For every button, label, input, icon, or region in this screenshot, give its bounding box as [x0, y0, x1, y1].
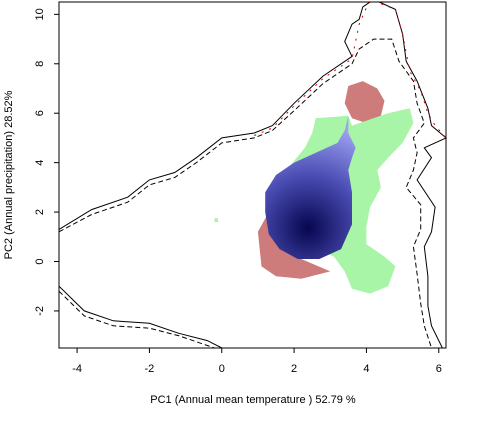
envelope-dashed-line-5: [59, 38, 432, 348]
y-tick-label: -2: [34, 306, 46, 316]
x-tick-label: 6: [436, 363, 442, 375]
y-tick-label: 2: [34, 209, 46, 215]
x-tick-label: -2: [145, 363, 155, 375]
y-axis-title: PC2 (Annual precipitation) 28.52%: [3, 90, 15, 259]
y-tick-label: 4: [34, 160, 46, 166]
x-tick-label: 0: [219, 363, 225, 375]
envelope-red-line-7: [254, 2, 446, 139]
y-tick-label: 8: [34, 61, 46, 67]
overlap-region-0: [265, 115, 356, 259]
overlap-layer: [265, 115, 356, 259]
x-tick-label: 2: [291, 363, 297, 375]
y-tick-label: 6: [34, 110, 46, 116]
x-tick-label: -4: [72, 363, 82, 375]
x-axis: -4 -2 0 2 4 6: [72, 348, 442, 375]
y-tick-label: 10: [34, 8, 46, 20]
range-a-region-0: [344, 81, 385, 124]
envelope-solid-line-3: [59, 2, 446, 348]
y-axis: -2 0 2 4 6 8 10: [34, 8, 59, 316]
plot-frame: [58, 1, 447, 349]
envelope-solid-line-4: [59, 285, 223, 348]
x-axis-title: PC1 (Annual mean temperature ) 52.79 %: [150, 394, 356, 406]
y-tick-label: 0: [34, 258, 46, 264]
range-b-region-1: [214, 218, 219, 222]
plot-area: [59, 2, 446, 348]
envelope-dashed-line-6: [59, 290, 215, 348]
x-tick-label: 4: [363, 363, 369, 375]
envelope-layer: [59, 2, 446, 348]
